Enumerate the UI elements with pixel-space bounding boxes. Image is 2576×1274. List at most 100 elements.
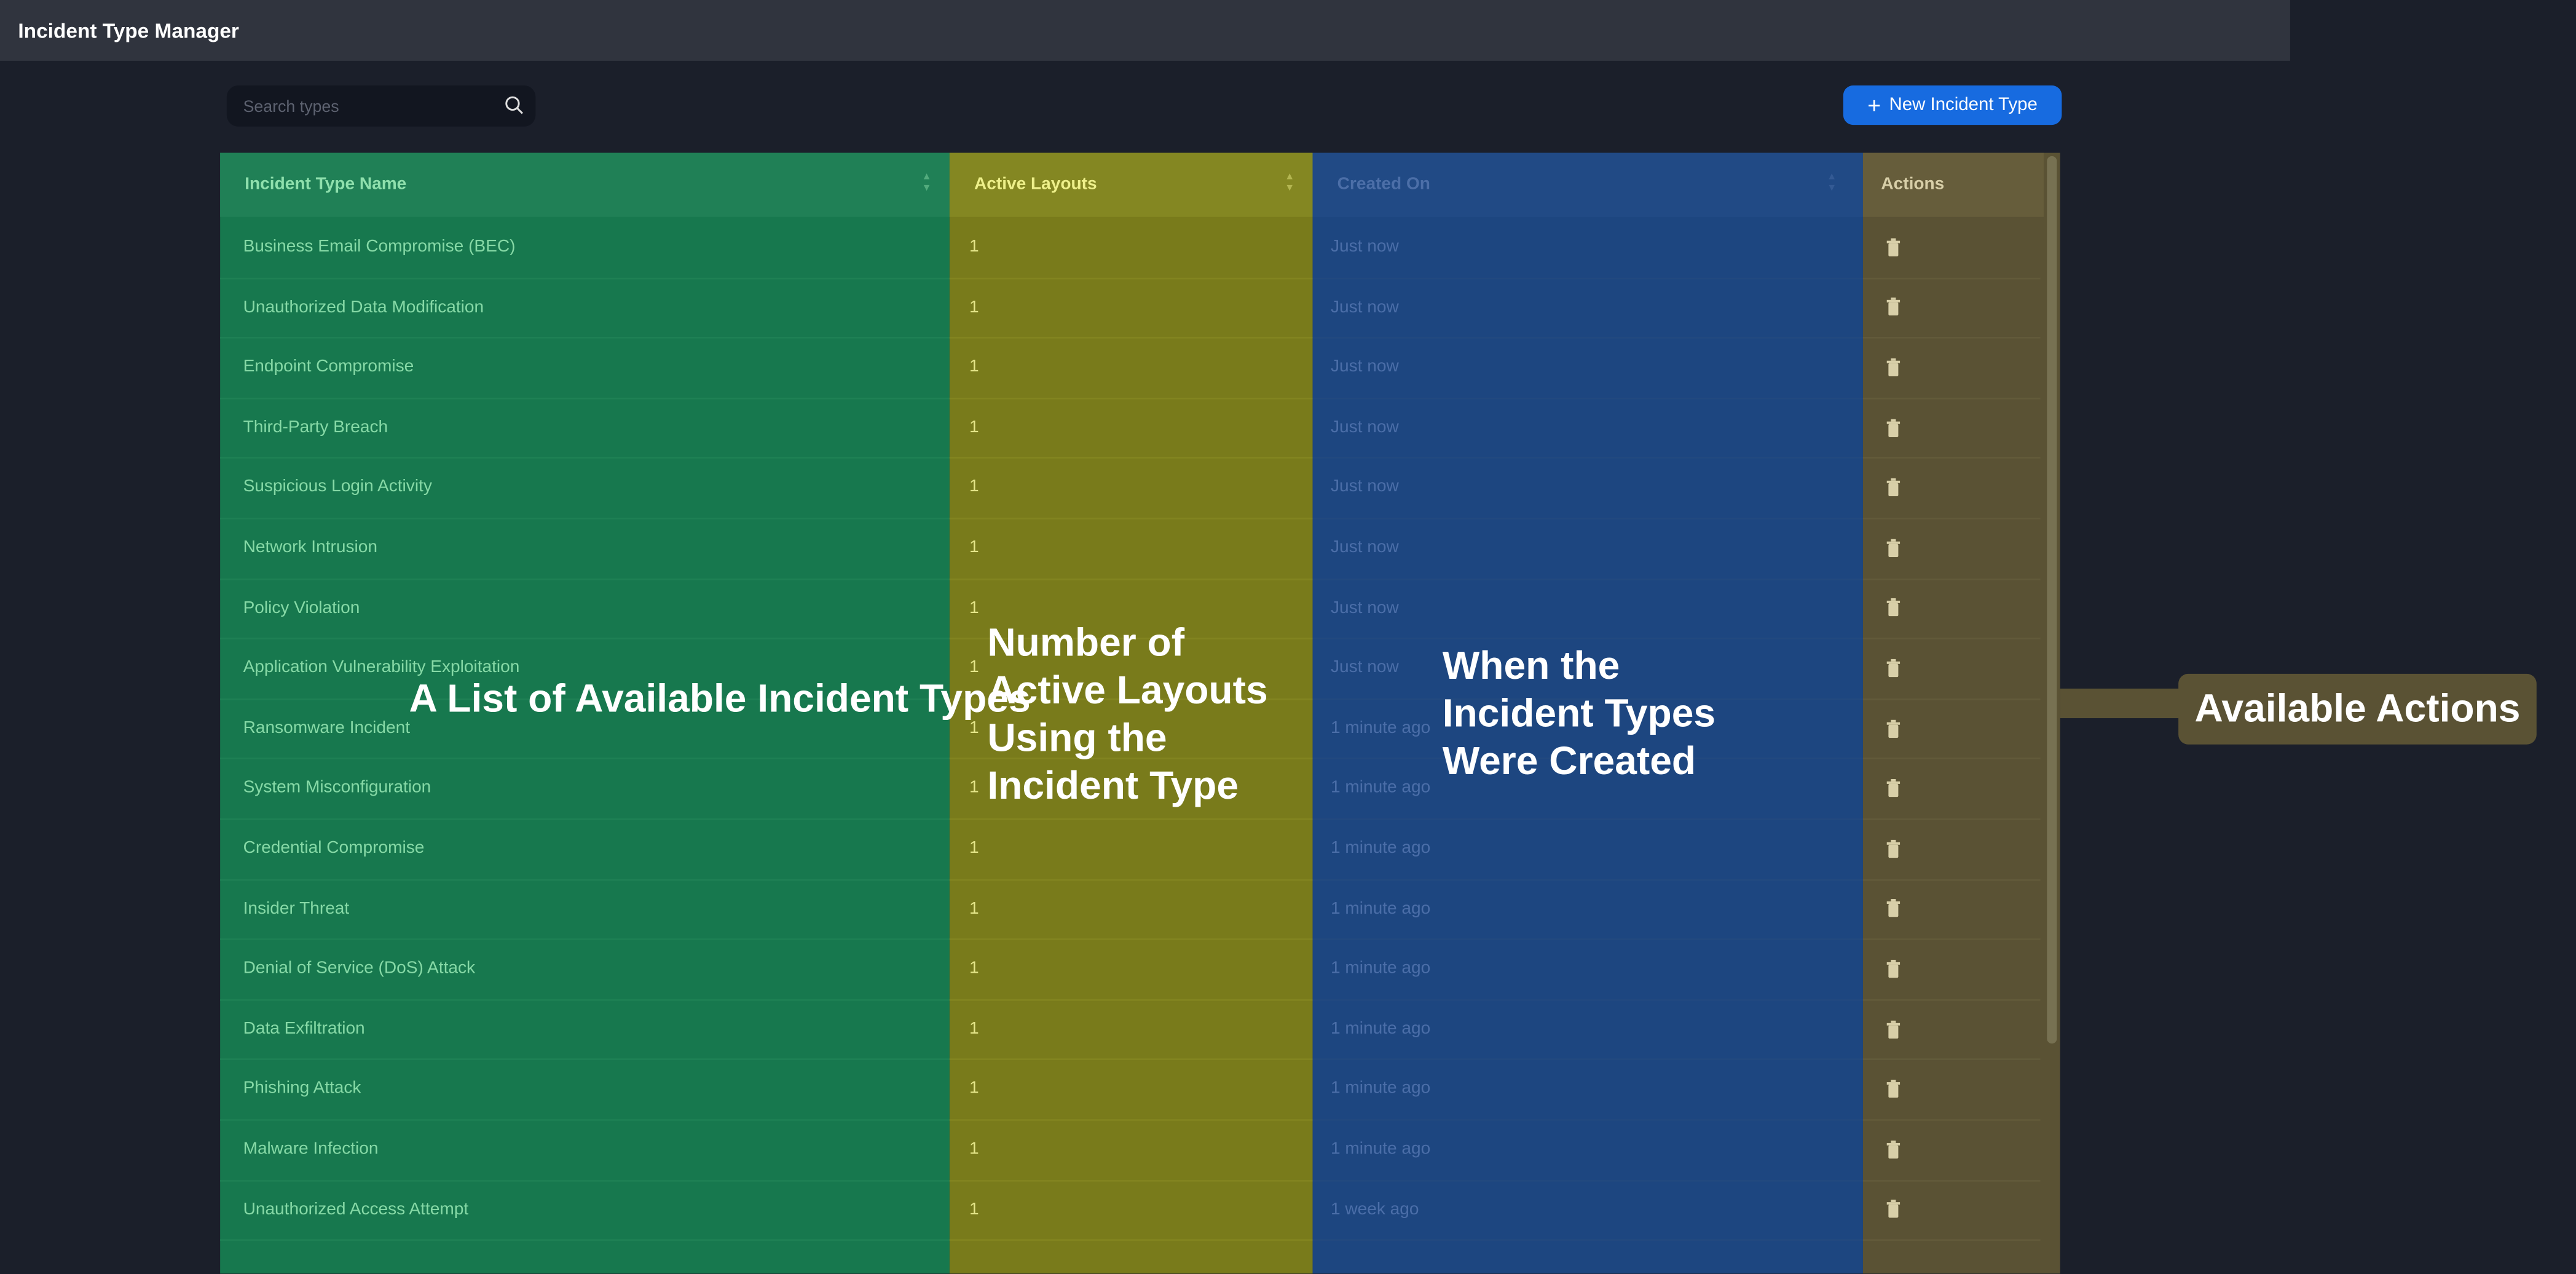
row-divider (220, 818, 950, 820)
header-active-layouts[interactable]: Active Layouts ▲ ▼ (949, 152, 1313, 217)
search-input[interactable] (240, 85, 493, 130)
trash-icon[interactable] (1886, 659, 1900, 677)
row-divider (220, 1179, 950, 1181)
delete-button[interactable] (1886, 397, 1900, 457)
trash-icon[interactable] (1886, 839, 1900, 858)
delete-button[interactable] (1886, 698, 1900, 758)
cell-name: Unauthorized Data Modification (243, 296, 484, 317)
sort-icon[interactable]: ▲ ▼ (1285, 172, 1295, 194)
trash-icon[interactable] (1886, 1019, 1900, 1038)
delete-button[interactable] (1886, 578, 1900, 638)
sort-icon[interactable]: ▲ ▼ (921, 172, 932, 194)
row-divider (1312, 999, 1863, 1001)
row-divider (220, 457, 950, 459)
delete-button[interactable] (1886, 457, 1900, 518)
column-name: Incident Type Name ▲ ▼ Business Email Comp… (220, 152, 950, 1274)
row-divider (1862, 577, 2041, 580)
delete-button[interactable] (1886, 1179, 1900, 1240)
new-incident-type-label: New Incident Type (1889, 95, 2038, 116)
cell-created: 1 minute ago (1330, 778, 1431, 798)
header-name[interactable]: Incident Type Name ▲ ▼ (220, 152, 950, 217)
cell-name: System Misconfiguration (243, 778, 431, 798)
delete-button[interactable] (1886, 638, 1900, 698)
search-icon[interactable] (505, 95, 524, 115)
row-divider (220, 999, 950, 1001)
row-divider (220, 758, 950, 760)
cell-name: Suspicious Login Activity (243, 477, 432, 497)
row-divider (1862, 878, 2041, 880)
cell-created: 1 minute ago (1330, 1018, 1431, 1039)
trash-icon[interactable] (1886, 418, 1900, 437)
trash-icon[interactable] (1886, 237, 1900, 256)
row-divider (1862, 457, 2041, 459)
row-divider (949, 758, 1313, 760)
row-divider (1862, 638, 2041, 640)
row-divider (1312, 698, 1863, 700)
row-divider (1862, 1239, 2041, 1241)
delete-button[interactable] (1886, 337, 1900, 397)
row-divider (1312, 1179, 1863, 1181)
row-divider (1862, 758, 2041, 760)
row-divider (1312, 818, 1863, 820)
cell-created: Just now (1330, 657, 1399, 678)
row-divider (220, 878, 950, 880)
cell-name: Third-Party Breach (243, 417, 388, 437)
annotation-created: When the Incident Types Were Created (1442, 644, 1716, 784)
delete-button[interactable] (1886, 1059, 1900, 1119)
trash-icon[interactable] (1886, 1140, 1900, 1158)
header-label: Created On (1337, 174, 1430, 194)
trash-icon[interactable] (1886, 1080, 1900, 1098)
search-box[interactable] (226, 85, 536, 130)
cell-created: 1 minute ago (1330, 1078, 1431, 1099)
delete-button[interactable] (1886, 818, 1900, 879)
row-divider (949, 1059, 1313, 1061)
trash-icon[interactable] (1886, 358, 1900, 376)
header-created-on[interactable]: Created On ▲ ▼ (1312, 152, 1863, 217)
trash-icon[interactable] (1886, 478, 1900, 497)
cell-name: Endpoint Compromise (243, 357, 414, 377)
delete-button[interactable] (1886, 518, 1900, 578)
cell-layouts: 1 (969, 778, 979, 798)
row-divider (949, 577, 1313, 580)
cell-created: 1 minute ago (1330, 838, 1431, 858)
cell-created: 1 week ago (1330, 1199, 1419, 1219)
row-divider (1312, 337, 1863, 339)
delete-button[interactable] (1886, 939, 1900, 999)
table-scrollbar[interactable] (2047, 156, 2057, 1044)
trash-icon[interactable] (1886, 538, 1900, 557)
delete-button[interactable] (1886, 1119, 1900, 1179)
trash-icon[interactable] (1886, 298, 1900, 317)
row-divider (949, 938, 1313, 941)
row-divider (949, 397, 1313, 399)
row-divider (949, 818, 1313, 820)
trash-icon[interactable] (1886, 1200, 1900, 1219)
row-divider (220, 517, 950, 520)
trash-icon[interactable] (1886, 719, 1900, 737)
row-divider (1862, 337, 2041, 339)
row-divider (1862, 1119, 2041, 1121)
row-divider (1862, 517, 2041, 520)
row-divider (949, 1239, 1313, 1241)
delete-button[interactable] (1886, 758, 1900, 818)
row-divider (949, 457, 1313, 459)
cell-layouts: 1 (969, 597, 979, 617)
row-divider (1862, 938, 2041, 941)
new-incident-type-button[interactable]: + New Incident Type (1843, 85, 2062, 125)
trash-icon[interactable] (1886, 598, 1900, 617)
trash-icon[interactable] (1886, 959, 1900, 978)
delete-button[interactable] (1886, 879, 1900, 939)
cell-name: Unauthorized Access Attempt (243, 1199, 469, 1219)
delete-button[interactable] (1886, 217, 1900, 277)
sort-icon[interactable]: ▲ ▼ (1827, 172, 1837, 194)
row-divider (220, 577, 950, 580)
row-divider (1312, 938, 1863, 941)
delete-button[interactable] (1886, 277, 1900, 338)
header-label: Incident Type Name (245, 174, 407, 194)
trash-icon[interactable] (1886, 899, 1900, 918)
delete-button[interactable] (1886, 999, 1900, 1059)
trash-icon[interactable] (1886, 779, 1900, 797)
cell-layouts: 1 (969, 898, 979, 919)
row-divider (220, 277, 950, 279)
row-divider (949, 277, 1313, 279)
